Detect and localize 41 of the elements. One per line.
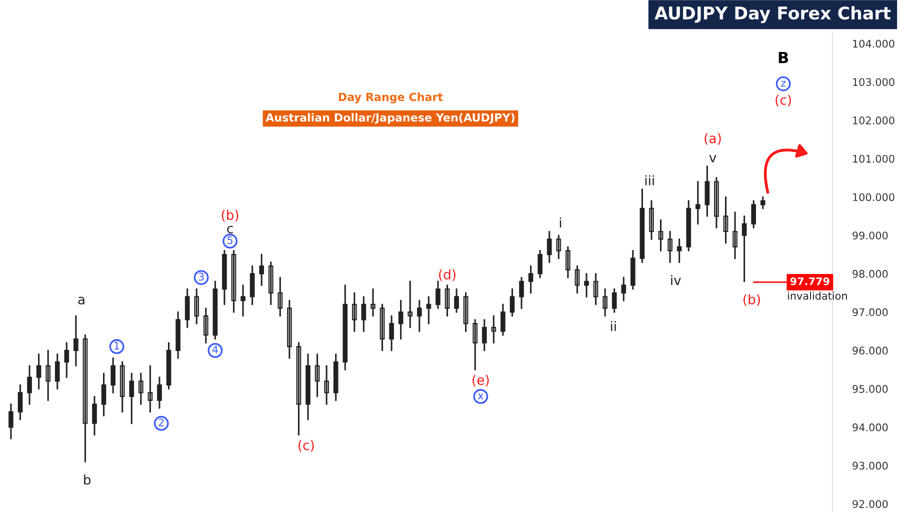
annotation: Australian Dollar/Japanese Yen(AUDJPY) (266, 113, 514, 124)
y-tick-label: 99.000 (852, 232, 888, 240)
annotation: a (78, 296, 84, 304)
y-tick-label: 98.000 (852, 270, 888, 278)
annotation: c (227, 226, 233, 234)
annotation: i (560, 217, 562, 228)
annotation: ii (610, 321, 616, 332)
y-tick-label: 95.000 (852, 385, 888, 393)
annotation: 3 (198, 272, 204, 281)
y-tick-label: 96.000 (852, 346, 888, 355)
annotation: (d) (439, 269, 456, 282)
annotation: (b) (744, 294, 760, 306)
annotation: B (778, 52, 788, 64)
y-tick-label: 97.000 (852, 308, 888, 316)
y-tick-label: 104.000 (853, 40, 894, 48)
annotation: iv (671, 274, 681, 286)
annotation: (a) (704, 133, 721, 145)
annotation: 4 (212, 346, 218, 354)
annotation: (e) (472, 374, 489, 387)
annotation: x (478, 394, 484, 400)
y-tick-label: 93.000 (852, 462, 888, 470)
annotation: 1 (114, 342, 120, 350)
annotation: invalidation (788, 292, 847, 300)
annotation: Day Range Chart (338, 92, 443, 104)
annotation: iii (645, 175, 654, 186)
y-tick-label: 94.000 (852, 423, 888, 432)
annotation: v (709, 155, 716, 162)
y-tick-label: 100.000 (853, 193, 894, 202)
annotation: z (781, 80, 786, 87)
ref-line-label: 97.779 (790, 277, 830, 286)
annotation: (c) (298, 440, 314, 452)
annotation: (c) (776, 94, 791, 106)
y-tick-label: 102.000 (853, 116, 894, 124)
y-tick-label: 92.000 (852, 500, 888, 508)
annotation: b (84, 474, 91, 485)
y-tick-label: 103.000 (853, 78, 894, 86)
annotation: 5 (228, 236, 232, 244)
annotation: 2 (158, 418, 164, 426)
annotation: (b) (222, 210, 238, 222)
chart-title: AUDJPY Day Forex Chart (654, 6, 891, 24)
y-tick-label: 101.000 (853, 154, 894, 163)
